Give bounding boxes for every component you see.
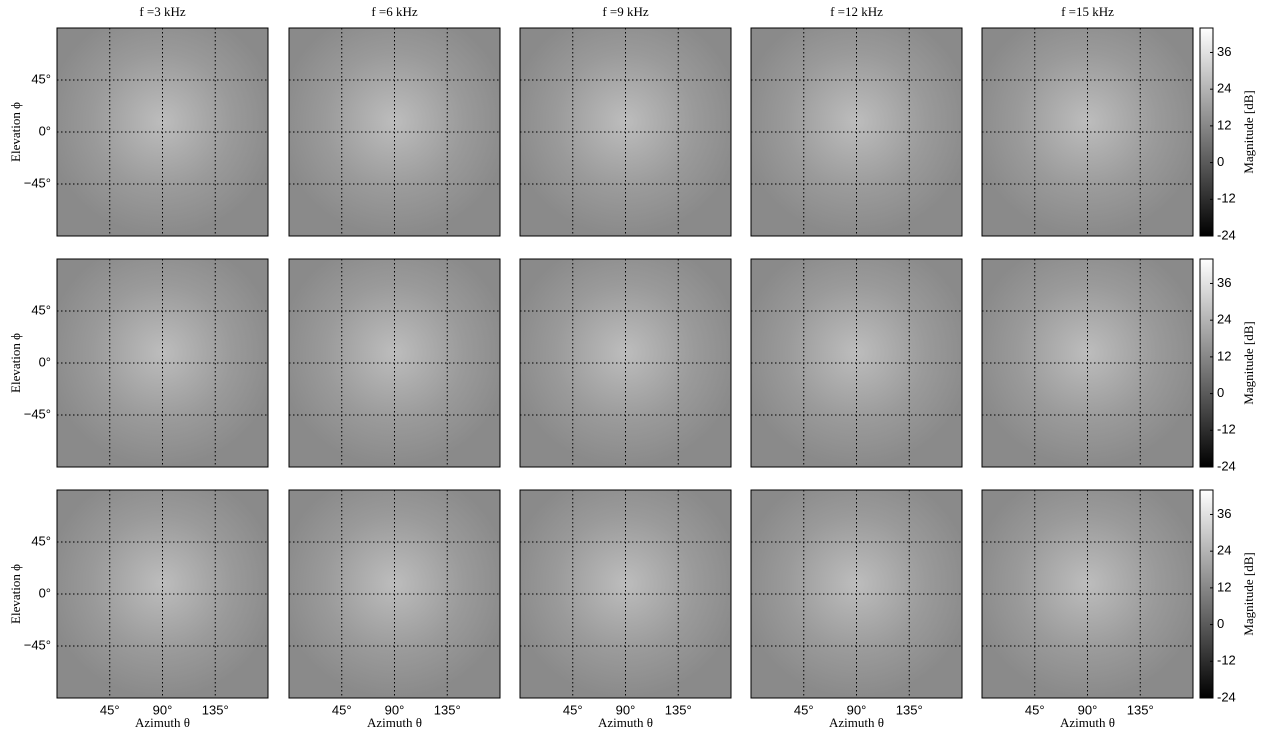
colorbar-tick-label: -24 [1217,689,1236,704]
colorbar [1200,28,1213,236]
colorbar-tick-label: -12 [1217,191,1236,206]
colorbar-tick-label: -24 [1217,458,1236,473]
panel-title: f =9 kHz [602,4,649,19]
y-tick-label: 0° [39,354,51,369]
colorbar-tick-label: 0 [1217,154,1224,169]
y-axis-label: Elevation ϕ [8,564,23,624]
panel-title: f =12 kHz [830,4,883,19]
colorbar-tick-label: 36 [1217,275,1231,290]
x-tick-label: 135° [202,702,229,717]
colorbar-tick-label: 0 [1217,616,1224,631]
colorbar-label: Magnitude [dB] [1241,90,1256,173]
y-tick-label: 0° [39,585,51,600]
y-tick-label: −45° [24,406,51,421]
y-tick-label: 45° [31,302,51,317]
colorbar-label: Magnitude [dB] [1241,321,1256,404]
x-axis-label: Azimuth θ [598,715,653,730]
colorbar [1200,490,1213,698]
panel-title: f =15 kHz [1061,4,1114,19]
colorbar-label: Magnitude [dB] [1241,552,1256,635]
y-axis-label: Elevation ϕ [8,102,23,162]
x-tick-label: 135° [1127,702,1154,717]
x-tick-label: 135° [665,702,692,717]
colorbar-tick-label: 12 [1217,348,1231,363]
y-tick-label: 45° [31,533,51,548]
x-tick-label: 135° [434,702,461,717]
x-tick-label: 45° [794,702,814,717]
x-tick-label: 45° [100,702,120,717]
colorbar-tick-label: 24 [1217,81,1231,96]
colorbar-tick-label: -12 [1217,653,1236,668]
panel-title: f =3 kHz [139,4,186,19]
y-tick-label: 45° [31,71,51,86]
y-axis-label: Elevation ϕ [8,333,23,393]
colorbar-tick-label: -12 [1217,422,1236,437]
colorbar-tick-label: 24 [1217,543,1231,558]
colorbar-tick-label: 36 [1217,44,1231,59]
y-tick-label: −45° [24,175,51,190]
x-axis-label: Azimuth θ [135,715,190,730]
y-tick-label: −45° [24,637,51,652]
x-tick-label: 135° [896,702,923,717]
figure: f =3 kHz f =6 kHz f =9 kHz f =12 kHz f =15 k… [0,0,1262,733]
x-axis-label: Azimuth θ [829,715,884,730]
x-tick-label: 45° [1025,702,1045,717]
x-tick-label: 45° [332,702,352,717]
x-tick-label: 45° [563,702,583,717]
colorbar-tick-label: 24 [1217,312,1231,327]
x-axis-label: Azimuth θ [1060,715,1115,730]
y-tick-label: 0° [39,123,51,138]
colorbar-tick-label: 36 [1217,506,1231,521]
colorbar-tick-label: 0 [1217,385,1224,400]
colorbar-tick-label: 12 [1217,579,1231,594]
x-axis-label: Azimuth θ [367,715,422,730]
colorbar-tick-label: -24 [1217,227,1236,242]
panel-title: f =6 kHz [371,4,418,19]
colorbar-tick-label: 12 [1217,117,1231,132]
colorbar [1200,259,1213,467]
